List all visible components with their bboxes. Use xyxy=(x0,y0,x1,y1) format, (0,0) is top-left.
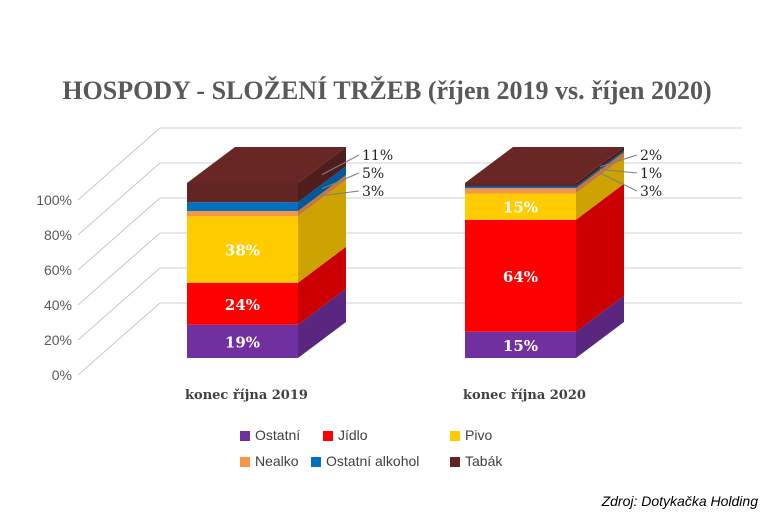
legend-swatch xyxy=(240,431,250,441)
gridline-diagonal xyxy=(77,127,161,201)
bar-segment-nealko xyxy=(465,188,576,194)
bar-segment-tabak xyxy=(465,183,576,187)
data-label: 5% xyxy=(362,166,384,182)
bar-segment-jidlo xyxy=(465,219,576,332)
y-tick-label: 20% xyxy=(44,332,72,348)
bar-segment-nealko xyxy=(187,211,298,217)
data-label: 64% xyxy=(503,268,538,286)
bar-side-pivo xyxy=(298,180,346,283)
category-label: konec října 2020 xyxy=(463,388,586,403)
bar-segment-ostatni xyxy=(465,331,576,358)
chart-title: HOSPODY - SLOŽENÍ TRŽEB (říjen 2019 vs. … xyxy=(62,76,712,105)
legend-label: Ostatní xyxy=(255,427,301,443)
legend: Ostatní Jídlo Pivo Nealko Ostatní alkohol Tab… xyxy=(240,427,540,477)
leader-line xyxy=(599,154,638,168)
leader-line xyxy=(599,168,638,174)
category-label: konec října 2019 xyxy=(185,388,308,403)
y-tick-label: 40% xyxy=(44,297,72,313)
data-label: 15% xyxy=(503,199,538,217)
legend-label: Tabák xyxy=(465,453,503,469)
legend-swatch xyxy=(240,457,250,467)
bar-side-ostatni xyxy=(576,295,624,358)
legend-swatch xyxy=(450,431,460,441)
y-tick-label: 80% xyxy=(44,227,72,243)
y-tick-label: 60% xyxy=(44,262,72,278)
data-label: 24% xyxy=(225,296,260,314)
source-note: Zdroj: Dotykačka Holding xyxy=(601,493,758,509)
legend-item: Ostatní alkohol xyxy=(311,453,419,469)
data-label: 2% xyxy=(640,148,662,164)
bar-side-ostatni xyxy=(298,288,346,358)
gridline-diagonal xyxy=(77,197,161,271)
bar-top xyxy=(187,147,346,183)
bar-segment-ostatni-alkohol xyxy=(465,186,576,189)
bar-top xyxy=(465,147,624,183)
gridline-diagonal xyxy=(77,267,161,341)
legend-label: Nealko xyxy=(255,453,299,469)
leader-line xyxy=(321,172,360,190)
legend-item: Ostatní xyxy=(240,427,300,443)
legend-label: Ostatní alkohol xyxy=(326,453,420,469)
bar-side-jidlo xyxy=(298,246,346,325)
data-label: 15% xyxy=(503,337,538,355)
bar-segment-ostatni xyxy=(187,324,298,358)
leader-line xyxy=(321,190,360,197)
legend-label: Pivo xyxy=(465,427,493,443)
bar-segment-tabak xyxy=(187,183,298,203)
gridline-diagonal xyxy=(77,302,161,376)
legend-item: Pivo xyxy=(450,427,492,443)
data-label: 3% xyxy=(640,184,662,200)
bar-segment-pivo xyxy=(187,216,298,283)
gridline-diagonal xyxy=(77,162,161,236)
bar-segment-pivo xyxy=(465,193,576,220)
bar-segment-jidlo xyxy=(187,282,298,325)
leader-line xyxy=(321,154,360,176)
legend-swatch xyxy=(311,457,321,467)
data-label: 1% xyxy=(640,166,662,182)
legend-item: Jídlo xyxy=(323,427,368,443)
gridline-diagonal xyxy=(77,232,161,306)
data-label: 19% xyxy=(225,333,260,351)
y-tick-label: 100% xyxy=(36,192,72,208)
legend-item: Tabák xyxy=(450,453,502,469)
legend-item: Nealko xyxy=(240,453,299,469)
bar-side-jidlo xyxy=(576,183,624,332)
bar-side-pivo xyxy=(576,157,624,220)
y-tick-label: 0% xyxy=(52,367,72,383)
data-label: 11% xyxy=(362,148,393,164)
leader-line xyxy=(599,172,638,192)
legend-label: Jídlo xyxy=(338,427,368,443)
legend-swatch xyxy=(323,431,333,441)
data-label: 38% xyxy=(225,242,260,260)
legend-swatch xyxy=(450,457,460,467)
bar-segment-ostatni-alkohol xyxy=(187,202,298,211)
data-label: 3% xyxy=(362,184,384,200)
